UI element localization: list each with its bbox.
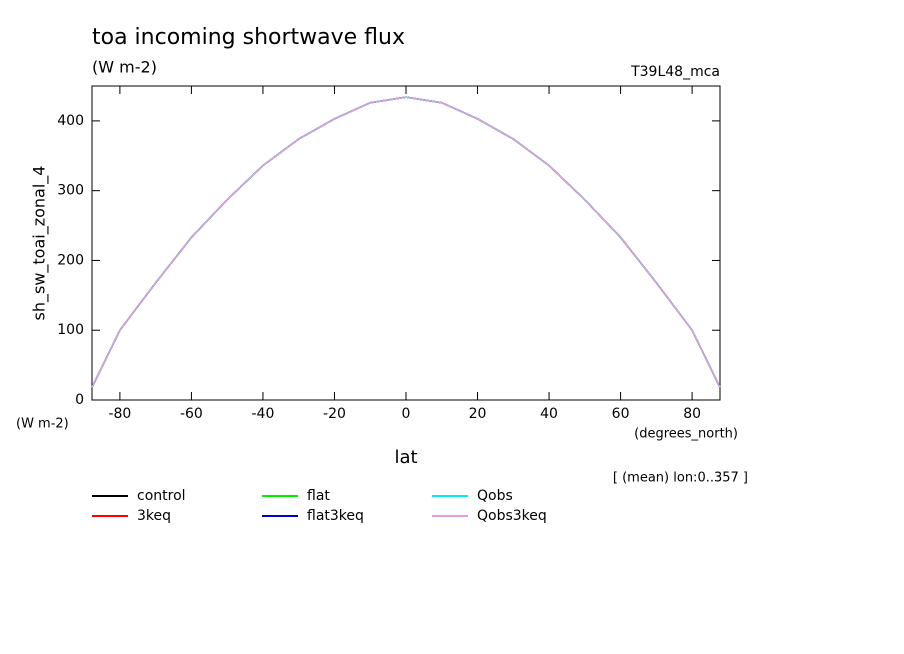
x-units: (degrees_north) — [634, 427, 738, 442]
series-line — [91, 96, 721, 388]
x-tick-label: 40 — [540, 406, 558, 422]
series-line — [91, 96, 721, 388]
x-tick-label: -20 — [323, 406, 346, 422]
series-line — [91, 96, 721, 388]
y-tick-label: 100 — [57, 322, 84, 338]
note: [ (mean) lon:0..357 ] — [613, 471, 748, 486]
x-tick-label: -60 — [180, 406, 203, 422]
legend-label: Qobs3keq — [477, 508, 547, 524]
legend-label: flat3keq — [307, 508, 364, 524]
x-tick-label: 0 — [402, 406, 411, 422]
x-tick-label: -80 — [108, 406, 131, 422]
x-tick-label: -40 — [252, 406, 275, 422]
chart-title: toa incoming shortwave flux — [92, 25, 405, 50]
units: (W m-2) — [92, 58, 157, 77]
legend-label: control — [137, 488, 186, 504]
series-line — [91, 96, 721, 388]
series-line — [91, 96, 721, 388]
run-label: T39L48_mca — [630, 64, 720, 80]
y-axis-label: sh_sw_toai_zonal_4 — [30, 166, 50, 321]
legend-label: Qobs — [477, 488, 513, 504]
y-tick-label: 200 — [57, 252, 84, 268]
x-tick-label: 60 — [612, 406, 630, 422]
legend-label: flat — [307, 488, 330, 504]
x-axis-label: lat — [394, 447, 417, 468]
x-tick-label: 20 — [469, 406, 487, 422]
legend-label: 3keq — [137, 508, 171, 524]
y-tick-label: 0 — [75, 392, 84, 408]
x-tick-label: 80 — [683, 406, 701, 422]
y-tick-label: 300 — [57, 183, 84, 199]
series-line — [91, 96, 721, 388]
y-units: (W m-2) — [16, 417, 69, 432]
y-tick-label: 400 — [57, 113, 84, 129]
